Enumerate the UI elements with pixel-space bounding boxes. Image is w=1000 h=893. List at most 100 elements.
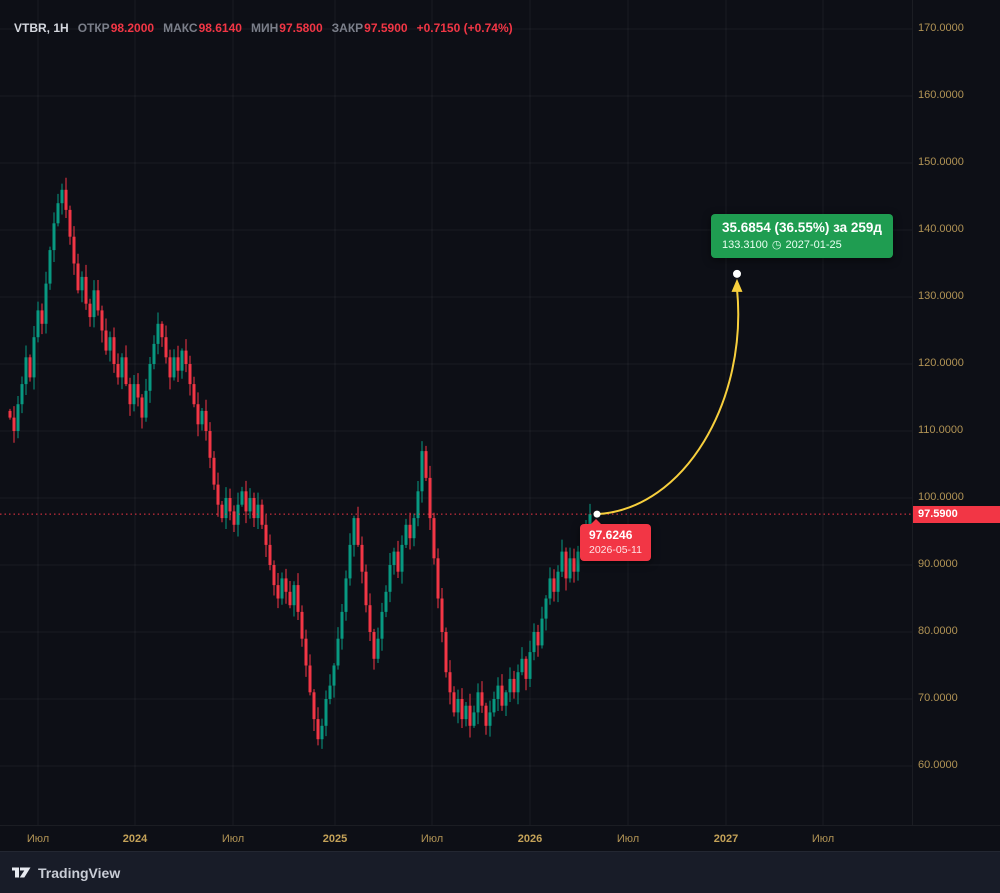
candle-body [296,585,300,612]
candle-body [368,605,372,632]
candle-body [72,236,76,264]
candlestick-chart-canvas[interactable] [0,0,1000,825]
candle-body [380,611,384,639]
candle-body [308,665,312,693]
candle-body [16,404,20,431]
tradingview-logo-icon[interactable] [12,864,31,881]
candle-body [172,357,176,378]
candle-body [20,384,24,405]
projection-target-price: 133.3100 [722,238,768,251]
candle-body [252,498,256,519]
time-tick-label: Июл [221,833,245,845]
candle-body [328,685,332,699]
candle-body [208,431,212,458]
candle-body [116,364,120,378]
candle-body [356,518,360,545]
candle-body [232,511,236,525]
candle-body [224,498,228,519]
price-tick-label: 120.0000 [918,357,964,369]
candle-body [444,632,448,673]
candle-body [168,357,172,378]
price-axis[interactable]: 97.5900 170.0000 160.0000 150.0000 140.0000… [912,0,1000,825]
bottom-bar: TradingView [0,851,1000,893]
candle-body [84,276,88,304]
tradingview-watermark-text[interactable]: TradingView [38,864,121,881]
candle-body [392,551,396,565]
candle-body [64,189,68,210]
candle-body [588,514,592,525]
candle-body [280,578,284,599]
candle-body [480,692,484,706]
price-tick-label: 130.0000 [918,290,964,302]
candle-body [492,699,496,713]
candle-body [428,477,432,519]
candle-body [48,250,52,284]
candle-body [112,337,116,364]
candle-body [132,384,136,405]
candle-body [128,384,132,405]
candle-body [268,544,272,565]
symbol-title[interactable]: VTBR, 1H [14,21,69,35]
candle-body [144,390,148,418]
source-callout[interactable]: 97.6246 2026-05-11 [580,519,651,561]
price-tick-label: 90.0000 [918,558,958,570]
chart-pane[interactable] [0,0,1000,825]
last-price-label: 97.5900 [913,505,1000,523]
projection-callout[interactable]: 35.6854 (36.55%) за 259д 133.3100 ◷ 2027… [711,214,893,258]
source-date: 2026-05-11 [589,544,642,556]
candle-body [88,303,92,318]
candle-body [248,498,252,512]
legend-high: МАКС 98.6140 [163,21,242,35]
candle-body [500,685,504,706]
candle-body [496,685,500,699]
candle-body [32,337,36,378]
candle-body [312,692,316,720]
projection-arrowhead [731,278,743,292]
symbol-legend: VTBR, 1H ОТКР 98.2000 МАКС 98.6140 МИН 9… [14,21,513,35]
projection-target-row: 133.3100 ◷ 2027-01-25 [722,238,882,252]
candle-body [572,558,576,572]
candle-body [520,658,524,673]
candle-body [68,209,72,237]
candle-body [552,578,556,592]
candle-body [576,551,580,572]
candle-body [240,491,244,505]
candle-body [424,451,428,478]
candle-body [216,484,220,505]
time-axis[interactable]: Июл 2024 Июл 2025 Июл 2026 Июл 2027 Июл [0,825,1000,852]
candle-body [80,276,84,291]
legend-open: ОТКР 98.2000 [77,21,155,35]
candle-body [8,410,12,418]
candle-body [120,357,124,378]
candle-body [388,565,392,592]
candle-body [176,357,180,371]
candle-body [324,699,328,726]
candle-body [180,350,184,371]
candle-body [136,384,140,398]
source-price: 97.6246 [589,528,633,542]
candle-body [412,518,416,539]
price-tick-label: 100.0000 [918,491,964,503]
candle-body [532,632,536,653]
projection-end-dot [733,269,741,278]
projection-arrow-curve [596,288,740,516]
candle-body [340,611,344,639]
candle-body [320,725,324,740]
candle-body [404,524,408,545]
candle-body [56,203,60,224]
candle-body [260,504,264,525]
candle-body [416,491,420,519]
candle-body [276,585,280,599]
candle-body [440,598,444,632]
candle-body [148,364,152,391]
candle-body [160,323,164,338]
candle-body [512,678,516,693]
candle-body [76,263,80,291]
candle-body [236,504,240,525]
time-tick-label: Июл [616,833,640,845]
candle-body [544,598,548,619]
candle-body [316,719,320,740]
candle-body [528,652,532,679]
candle-body [96,290,100,311]
price-tick-label: 80.0000 [918,625,958,637]
